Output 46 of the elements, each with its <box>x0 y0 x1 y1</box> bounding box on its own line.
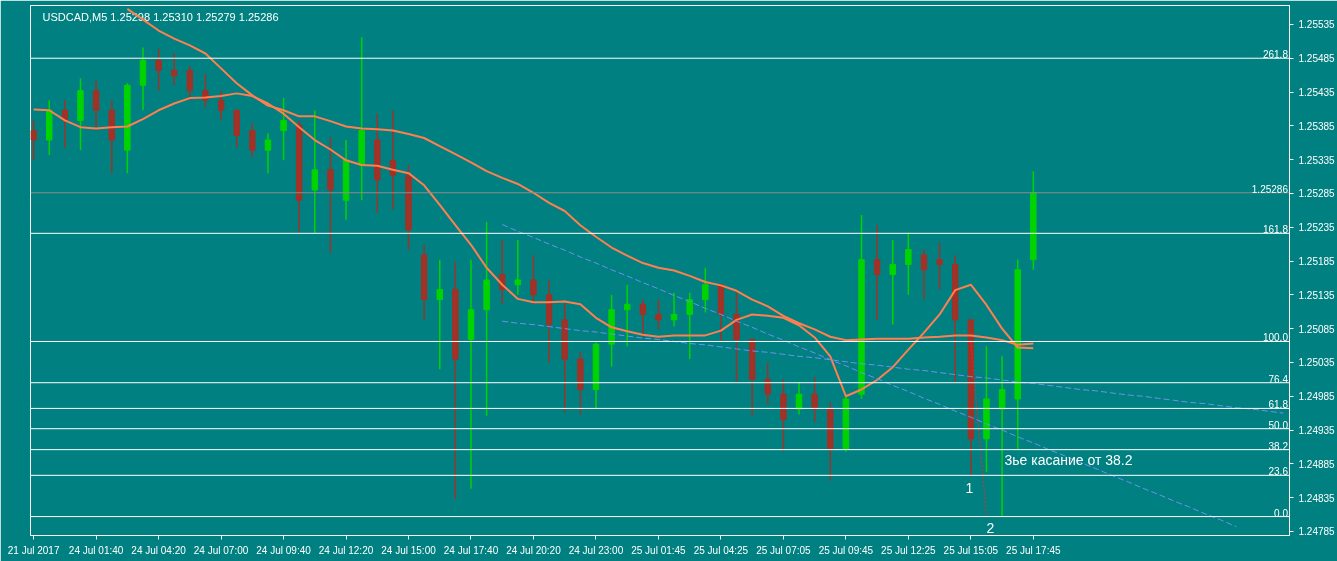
annotation: 23.6 <box>1268 466 1289 478</box>
x-tick-label: 24 Jul 20:20 <box>506 544 562 556</box>
y-tick-label: 1.25435 <box>1298 87 1336 99</box>
x-tick-label: 25 Jul 17:45 <box>1006 544 1062 556</box>
y-tick-label: 1.24985 <box>1298 391 1336 403</box>
x-tick-label: 24 Jul 23:00 <box>568 544 624 556</box>
annotation: 76.4 <box>1268 373 1289 385</box>
x-tick-label: 24 Jul 09:40 <box>256 544 312 556</box>
y-tick-label: 1.25235 <box>1298 222 1336 234</box>
x-tick-label: 25 Jul 09:45 <box>818 544 874 556</box>
annotation: 3ье касание от 38.2 <box>1004 451 1133 468</box>
x-tick-label: 24 Jul 01:40 <box>68 544 124 556</box>
y-tick-label: 1.24885 <box>1298 458 1336 470</box>
y-tick-label: 1.25035 <box>1298 357 1336 369</box>
y-tick-label: 1.25385 <box>1298 120 1336 132</box>
ref-line-label: 1.25286 <box>1251 183 1289 195</box>
x-tick-label: 25 Jul 07:05 <box>756 544 812 556</box>
x-tick-label: 24 Jul 12:20 <box>318 544 374 556</box>
annotation: 0.0 <box>1274 507 1289 519</box>
annotation: 61.8 <box>1268 399 1289 411</box>
y-tick-label: 1.25285 <box>1298 188 1336 200</box>
annotation: 2 <box>986 519 995 536</box>
y-tick-label: 1.25485 <box>1298 53 1336 65</box>
x-tick-label: 24 Jul 07:00 <box>193 544 249 556</box>
y-tick-label: 1.25535 <box>1298 19 1336 31</box>
annotation: 161.8 <box>1262 224 1289 236</box>
annotation: 50.0 <box>1268 419 1289 431</box>
annotation: 100.0 <box>1262 332 1289 344</box>
annotation: 38.2 <box>1268 440 1289 452</box>
x-tick-label: 25 Jul 04:25 <box>693 544 749 556</box>
y-tick-label: 1.24835 <box>1298 492 1336 504</box>
x-tick-label: 25 Jul 15:05 <box>943 544 999 556</box>
y-tick-label: 1.25185 <box>1298 256 1336 268</box>
x-tick-label: 25 Jul 12:25 <box>881 544 937 556</box>
y-tick-label: 1.25135 <box>1298 289 1336 301</box>
y-tick-label: 1.24785 <box>1298 526 1336 538</box>
x-tick-label: 24 Jul 17:40 <box>443 544 499 556</box>
x-tick-label: 24 Jul 15:00 <box>381 544 437 556</box>
x-tick-label: 21 Jul 2017 <box>7 544 60 556</box>
annotation: 261.8 <box>1262 49 1289 61</box>
y-tick-label: 1.25085 <box>1298 323 1336 335</box>
x-tick-label: 24 Jul 04:20 <box>131 544 187 556</box>
y-tick-label: 1.24935 <box>1298 425 1336 437</box>
x-tick-label: 25 Jul 01:45 <box>631 544 687 556</box>
annotation: 1 <box>965 479 974 496</box>
y-tick-label: 1.25335 <box>1298 154 1336 166</box>
